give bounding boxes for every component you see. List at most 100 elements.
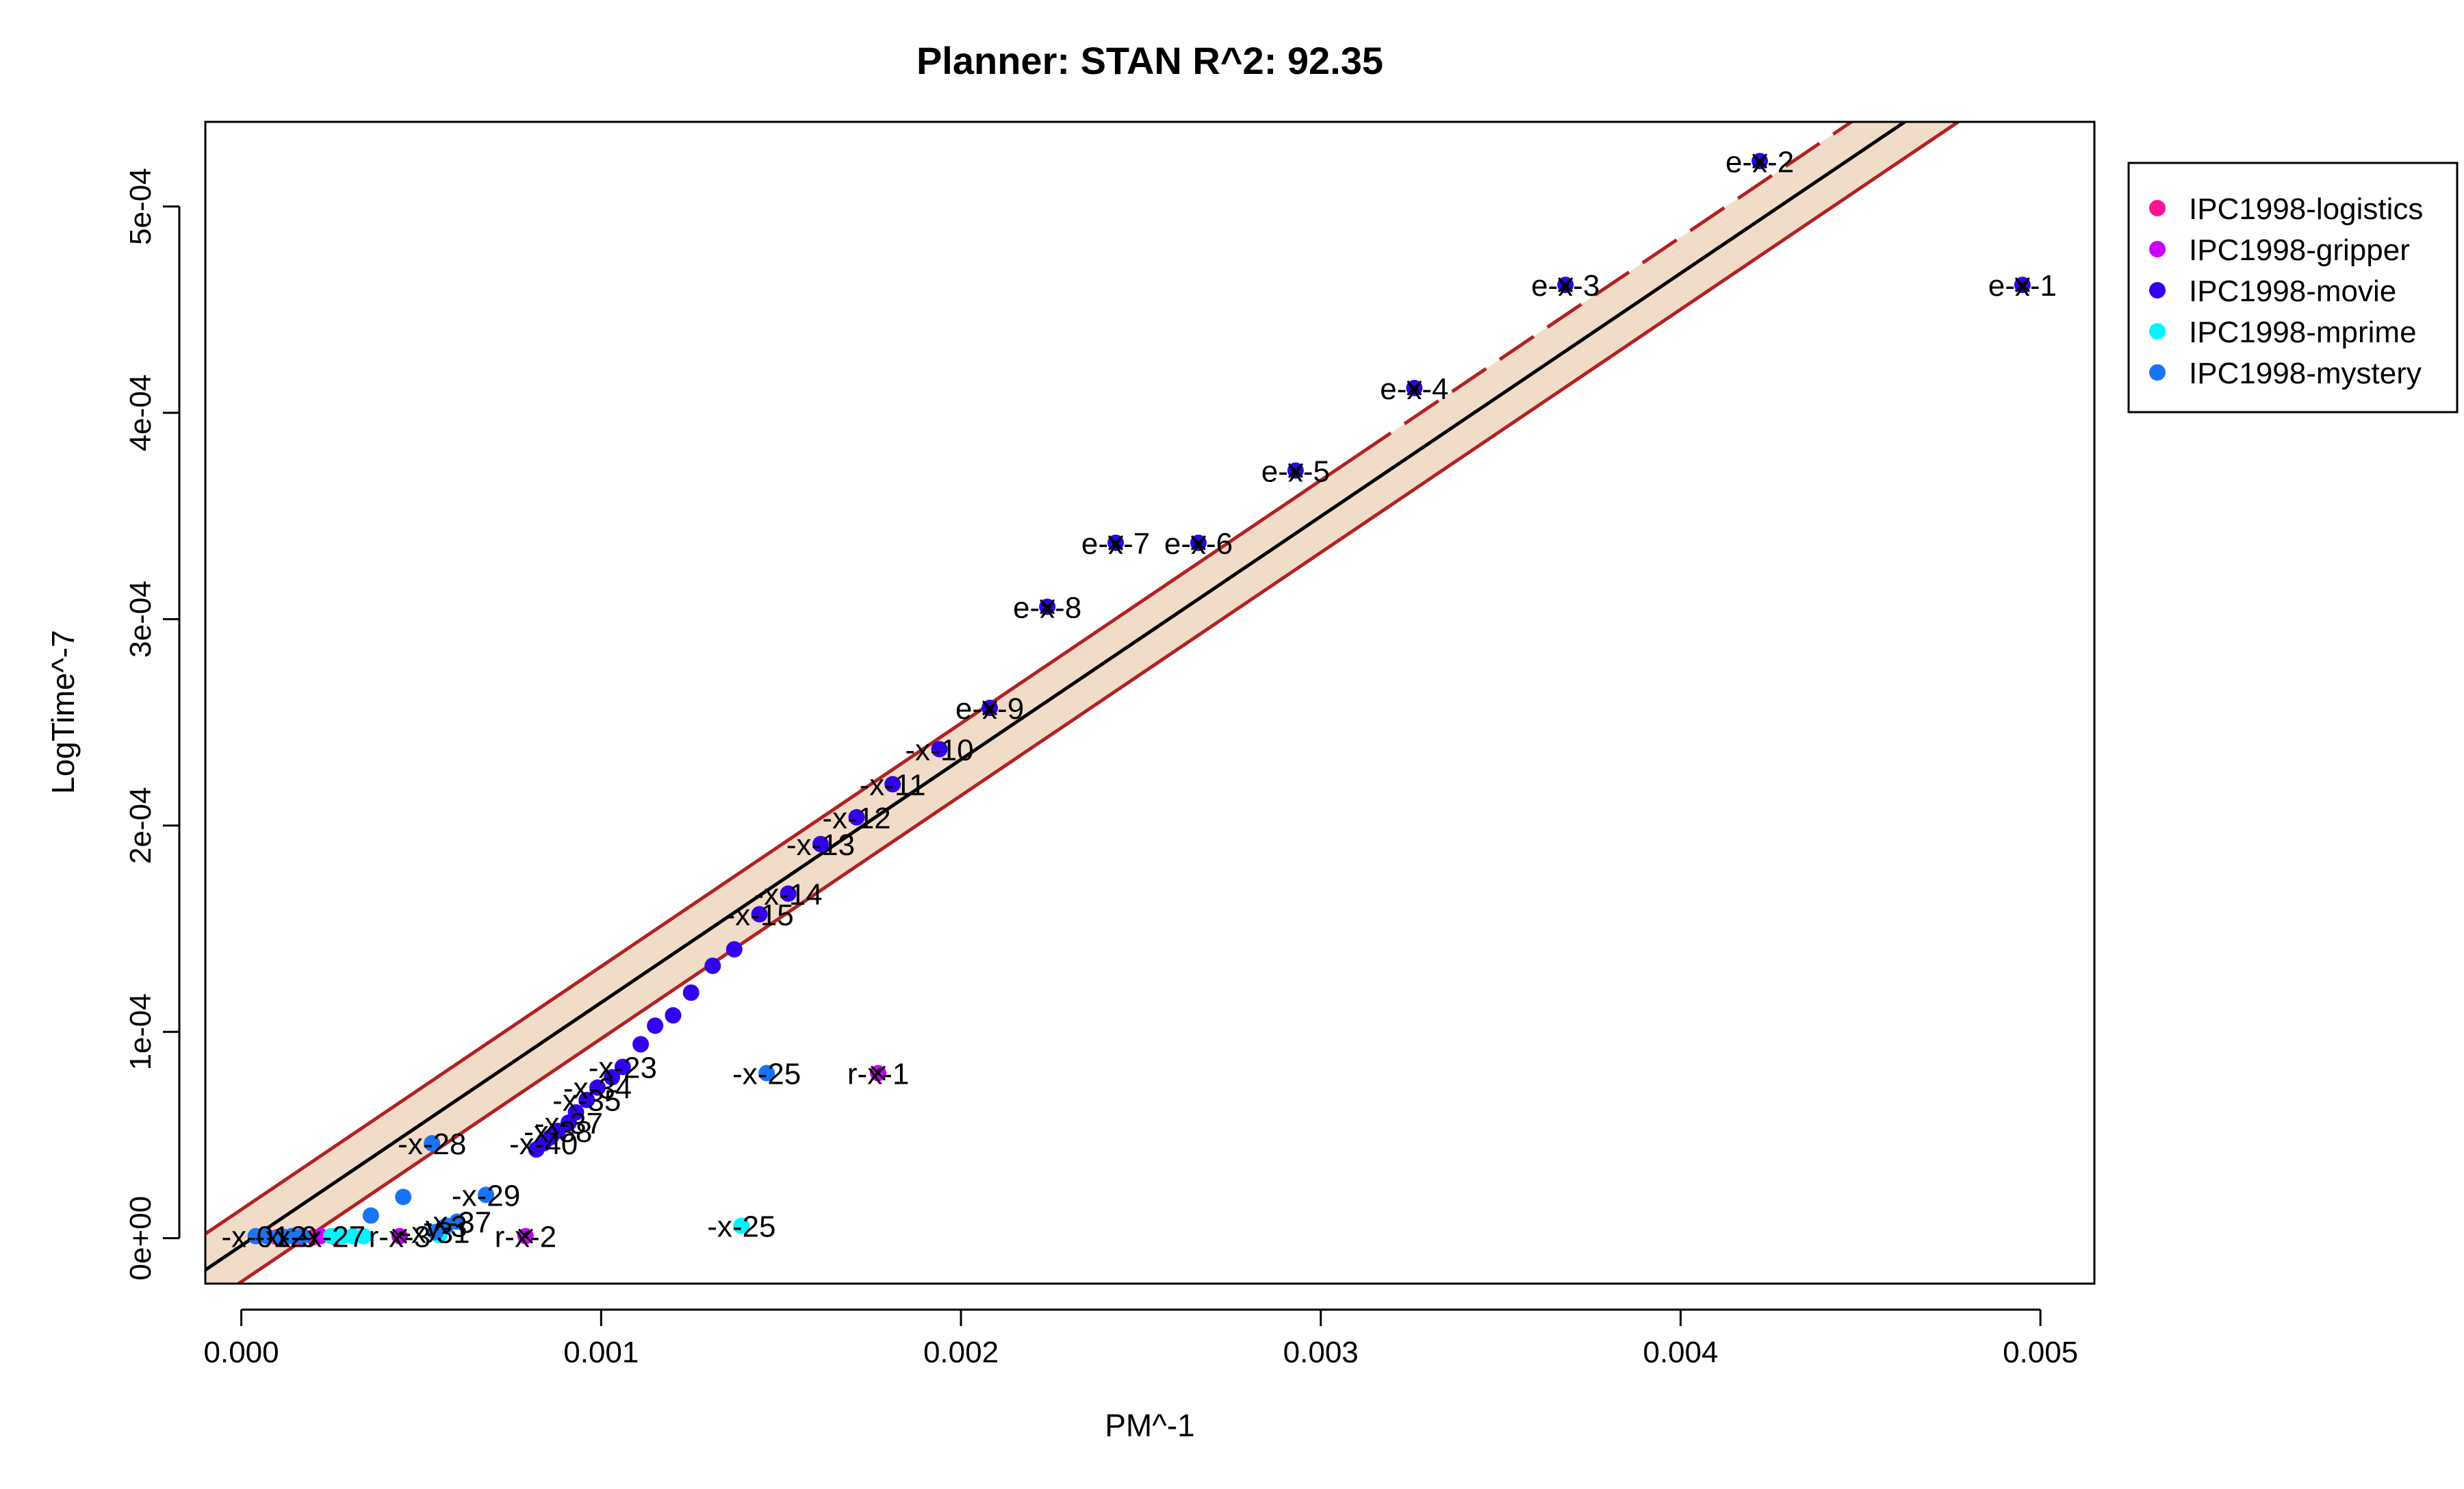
point-label: -x-10 — [905, 733, 973, 767]
point-marker — [1287, 463, 1303, 479]
legend-marker — [2149, 241, 2166, 257]
point-marker — [1040, 599, 1055, 615]
plot-frame — [204, 120, 2096, 1285]
x-tick-label: 0.005 — [2003, 1336, 2078, 1369]
band-upper-edge — [205, 454, 1358, 1236]
band-upper-edge-extrapolated — [1355, 122, 1855, 458]
point-marker — [517, 1228, 533, 1244]
data-point — [258, 1227, 275, 1245]
point-marker — [981, 700, 998, 716]
data-point — [614, 1058, 631, 1076]
point-marker — [1190, 535, 1207, 550]
y-tick-label: 0e+00 — [124, 1196, 157, 1281]
point-label: e-x-3 — [1531, 269, 1600, 303]
point-label: -x-29 — [452, 1179, 520, 1212]
point-label: e-x-2 — [1725, 145, 1794, 179]
x-tick-label: 0.002 — [923, 1336, 999, 1369]
legend-marker — [2149, 323, 2166, 340]
data-point — [812, 835, 829, 852]
point-marker — [1407, 380, 1422, 396]
data-point — [682, 984, 700, 1001]
data-point — [704, 957, 721, 974]
point-label: -x-23 — [589, 1052, 657, 1085]
point-marker — [871, 1065, 886, 1081]
data-point — [751, 906, 768, 923]
y-tick-label: 1e-04 — [124, 993, 157, 1071]
band-fill — [205, 122, 1959, 1284]
legend-entry: IPC1998-gripper — [2189, 233, 2410, 267]
point-label: -x-27 — [297, 1221, 365, 1254]
data-point — [733, 1217, 750, 1234]
data-point — [647, 1017, 664, 1034]
point-label: -x-15 — [725, 898, 793, 932]
point-label: -x-28 — [398, 1128, 466, 1161]
point-label: -x-25 — [732, 1058, 801, 1091]
data-point — [294, 1227, 311, 1245]
data-point — [478, 1186, 495, 1204]
y-tick-label: 2e-04 — [124, 787, 157, 865]
point-label: -x-35 — [552, 1084, 621, 1118]
y-axis: 0e+00 1e-04 2e-04 3e-04 4e-04 5e-04 — [124, 168, 181, 1281]
data-point — [884, 776, 901, 793]
data-point — [395, 1188, 412, 1206]
point-label: e-x-9 — [955, 692, 1024, 726]
data-point — [848, 809, 865, 826]
point-label: -x-40 — [509, 1128, 578, 1161]
data-point — [665, 1007, 682, 1024]
y-tick-label: 4e-04 — [124, 374, 157, 452]
legend-entry: IPC1998-mystery — [2189, 357, 2422, 390]
point-label: -x-31 — [401, 1217, 470, 1250]
data-point — [931, 741, 948, 758]
y-axis-label: LogTime^-7 — [45, 630, 81, 794]
data-point — [362, 1207, 379, 1224]
point-marker — [2014, 277, 2030, 293]
legend-entry: IPC1998-mprime — [2189, 316, 2417, 349]
point-label: r-x-3 — [369, 1221, 431, 1254]
data-point — [758, 1065, 775, 1082]
point-label: -x-9 — [266, 1221, 318, 1254]
point-marker — [1107, 535, 1124, 550]
data-point — [427, 1223, 444, 1240]
fit-line — [205, 122, 1908, 1272]
point-label: r-x-1 — [847, 1058, 909, 1091]
data-point — [578, 1091, 595, 1108]
data-point — [780, 885, 797, 902]
band-lower-edge — [235, 122, 1962, 1284]
data-point — [589, 1079, 606, 1096]
point-label: -x-2 — [255, 1221, 307, 1254]
point-label: y-3 — [426, 1210, 467, 1244]
point-marker — [1558, 277, 1574, 293]
point-marker — [392, 1228, 407, 1244]
point-label: -x-11 — [860, 769, 926, 802]
x-tick-label: 0.004 — [1643, 1336, 1718, 1369]
point-label: -x-34 — [563, 1072, 632, 1106]
y-tick-label: 3e-04 — [124, 581, 157, 658]
confidence-band — [205, 122, 1959, 1284]
point-label: e-x-4 — [1380, 372, 1448, 406]
point-label: -x-01 — [221, 1221, 290, 1254]
point-label: -x-37 — [423, 1206, 491, 1240]
point-label: -x-38 — [524, 1115, 592, 1149]
x-tick-label: 0.003 — [1283, 1336, 1359, 1369]
x-axis: 0.000 0.001 0.002 0.003 0.004 0.005 — [204, 1308, 2078, 1369]
point-label: -x-37 — [535, 1107, 603, 1141]
point-label: -x-14 — [754, 878, 823, 911]
point-label: e-x-1 — [1988, 269, 2057, 303]
legend-marker — [2149, 364, 2166, 381]
y-tick-label: 5e-04 — [124, 168, 157, 245]
fit-lines — [205, 122, 1962, 1284]
legend-entry: IPC1998-movie — [2189, 275, 2396, 308]
data-point — [528, 1141, 545, 1158]
data-points — [247, 153, 2031, 1246]
point-label: e-x-6 — [1164, 527, 1233, 561]
x-tick-label: 0.000 — [204, 1336, 279, 1369]
legend-entry: IPC1998-logistics — [2189, 192, 2423, 226]
legend-marker — [2149, 282, 2166, 298]
legend-marker — [2149, 200, 2166, 216]
data-point — [323, 1227, 339, 1245]
x-tick-label: 0.001 — [563, 1336, 639, 1369]
legend: IPC1998-logistics IPC1998-gripper IPC1998-… — [2127, 162, 2459, 413]
point-label: e-x-5 — [1261, 455, 1330, 488]
